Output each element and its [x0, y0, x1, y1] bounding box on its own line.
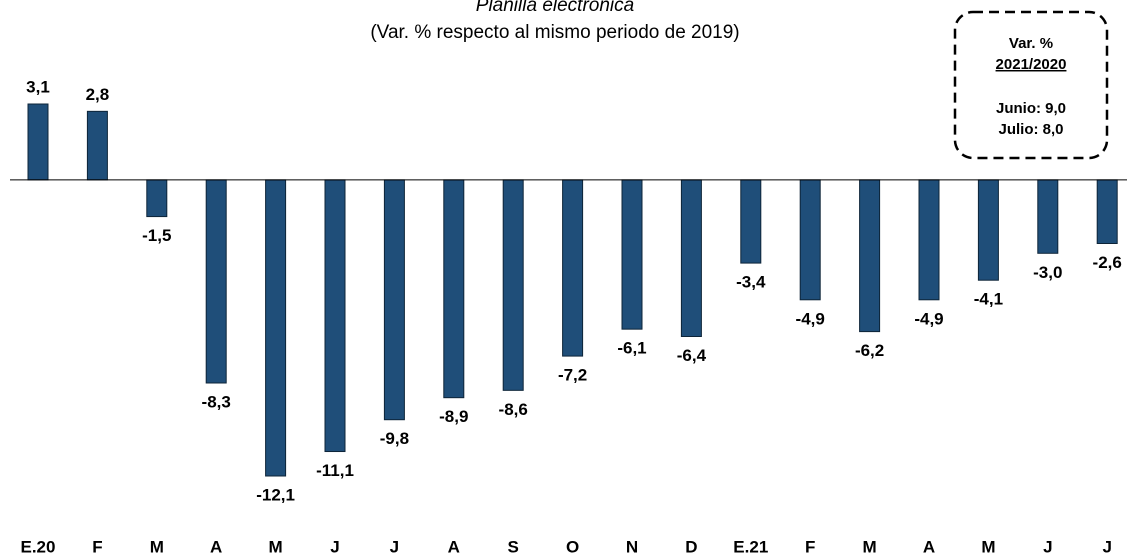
bar: [86, 110, 108, 181]
x-tick-label: M: [863, 537, 877, 556]
annotation-box: [953, 10, 1109, 160]
x-tick-label: M: [150, 537, 164, 556]
annotation-period: 2021/2020: [996, 56, 1067, 73]
bar: [443, 179, 465, 399]
x-tick-label: A: [923, 537, 935, 556]
annotation-line: Julio: 8,0: [998, 121, 1063, 138]
bar: [205, 179, 227, 384]
value-label: -6,2: [855, 341, 884, 360]
value-label: -8,6: [499, 400, 528, 419]
bar: [621, 179, 643, 330]
value-label: -1,5: [142, 226, 171, 245]
annotation-heading: Var. %: [1009, 35, 1053, 52]
bar: [680, 179, 702, 337]
value-label: -4,9: [796, 309, 825, 328]
bar: [265, 179, 287, 477]
x-tick-label: N: [626, 537, 638, 556]
value-label: -11,1: [316, 461, 354, 480]
bar: [1037, 179, 1059, 254]
x-tick-label: F: [92, 537, 102, 556]
value-label: 2,8: [86, 85, 110, 104]
bar: [740, 179, 762, 264]
value-label: -6,1: [617, 339, 646, 358]
value-label: -7,2: [558, 366, 587, 385]
x-tick-label: E.21: [733, 537, 768, 556]
bar: [27, 103, 49, 181]
value-label: -2,6: [1093, 253, 1122, 272]
x-tick-label: J: [1043, 537, 1052, 556]
x-tick-label: J: [1102, 537, 1111, 556]
bar: [562, 179, 584, 357]
x-tick-label: M: [981, 537, 995, 556]
bar: [977, 179, 999, 281]
x-tick-label: J: [330, 537, 339, 556]
value-label: 3,1: [26, 77, 50, 96]
chart-title: Planilla electrónica: [476, 0, 634, 16]
value-label: -12,1: [256, 485, 295, 504]
chart-subtitle: (Var. % respecto al mismo periodo de 201…: [370, 22, 739, 43]
x-tick-label: S: [508, 537, 519, 556]
bar: [324, 179, 346, 453]
value-label: -4,9: [914, 309, 943, 328]
bar: [146, 179, 168, 218]
bar: [1096, 179, 1118, 245]
x-tick-label: J: [390, 537, 399, 556]
bar: [383, 179, 405, 421]
x-tick-label: O: [566, 537, 579, 556]
x-tick-label: A: [210, 537, 222, 556]
bar: [918, 179, 940, 301]
value-label: -8,9: [439, 407, 468, 426]
x-tick-label: M: [269, 537, 283, 556]
value-label: -9,8: [380, 429, 409, 448]
value-label: -3,0: [1033, 263, 1062, 282]
bar: [799, 179, 821, 301]
value-label: -4,1: [974, 290, 1003, 309]
bar: [859, 179, 881, 333]
x-tick-label: A: [448, 537, 460, 556]
annotation-line: Junio: 9,0: [996, 100, 1066, 117]
value-label: -8,3: [202, 392, 231, 411]
bar: [502, 179, 524, 391]
x-tick-label: E.20: [21, 537, 56, 556]
x-tick-label: F: [805, 537, 815, 556]
value-label: -6,4: [677, 346, 707, 365]
value-label: -3,4: [736, 273, 766, 292]
x-tick-label: D: [685, 537, 697, 556]
